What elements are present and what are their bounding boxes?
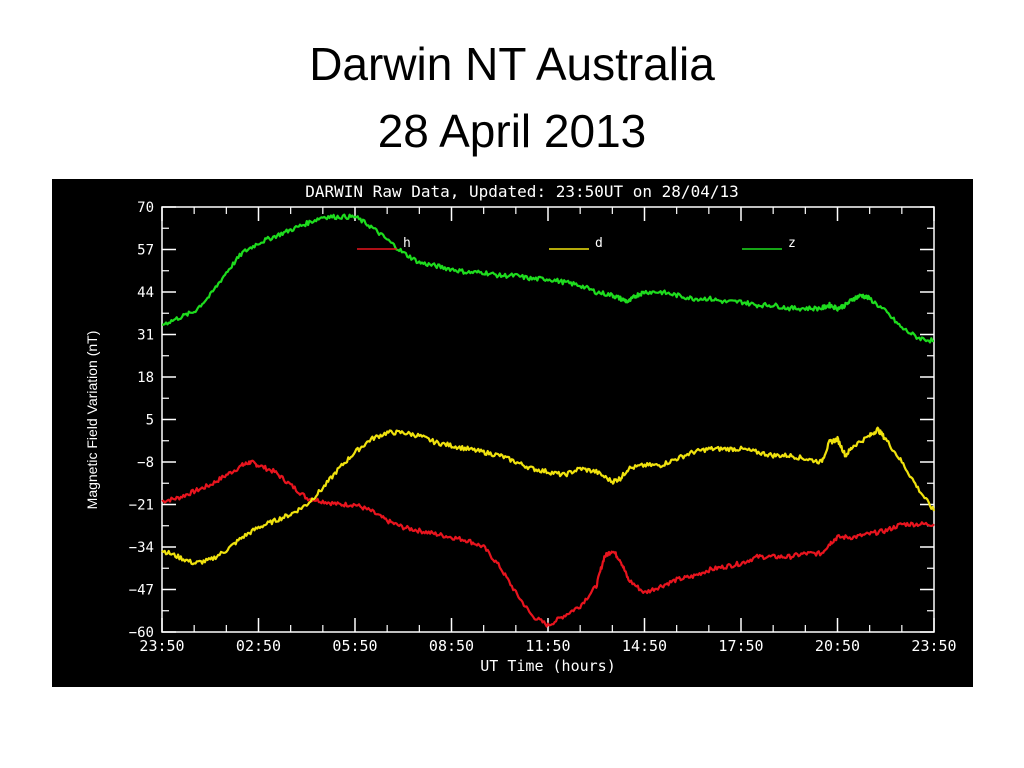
x-tick-label: 11:50 (525, 637, 570, 655)
x-tick-label: 17:50 (718, 637, 763, 655)
legend-label-h: h (403, 236, 411, 251)
y-tick-label: 31 (137, 328, 154, 344)
x-tick-labels: 23:50 02:50 05:50 08:50 11:50 14:50 17:50 20:50… (139, 637, 956, 655)
legend-label-z: z (788, 236, 796, 251)
series-line-z (162, 213, 935, 344)
axis-ticks (161, 206, 935, 633)
x-tick-label: 23:50 (139, 637, 184, 655)
x-tick-label: 20:50 (815, 637, 860, 655)
y-axis-label: Magnetic Field Variation (nT) (84, 331, 100, 510)
x-tick-label: 02:50 (236, 637, 281, 655)
y-tick-label: −8 (137, 455, 154, 471)
y-tick-label: 18 (137, 370, 154, 386)
series-line-d (161, 426, 936, 566)
y-tick-label: 5 (146, 413, 154, 429)
series-line-h (161, 459, 935, 628)
magnetometer-chart-panel: DARWIN Raw Data, Updated: 23:50UT on 28/… (52, 179, 973, 687)
y-tick-labels: 70 57 44 31 18 5 −8 −21 −34 −47 −60 (129, 200, 154, 641)
x-axis-label: UT Time (hours) (480, 657, 615, 675)
x-tick-label: 14:50 (622, 637, 667, 655)
plot-frame (161, 206, 935, 633)
slide-title-line2: 28 April 2013 (377, 105, 647, 157)
y-tick-label: −34 (129, 540, 154, 556)
y-tick-label: 57 (137, 243, 154, 259)
slide-title-line1: Darwin NT Australia (309, 38, 715, 90)
x-tick-label: 23:50 (911, 637, 956, 655)
y-tick-label: −60 (129, 625, 154, 641)
magnetometer-chart: DARWIN Raw Data, Updated: 23:50UT on 28/… (84, 182, 957, 675)
chart-title: DARWIN Raw Data, Updated: 23:50UT on 28/… (305, 182, 738, 201)
y-tick-label: −47 (129, 583, 154, 599)
series-lines (161, 213, 936, 628)
x-tick-label: 05:50 (332, 637, 377, 655)
y-tick-label: 70 (137, 200, 154, 216)
legend-label-d: d (595, 236, 603, 251)
x-tick-label: 08:50 (429, 637, 474, 655)
y-tick-label: −21 (129, 498, 154, 514)
y-tick-label: 44 (137, 285, 154, 301)
